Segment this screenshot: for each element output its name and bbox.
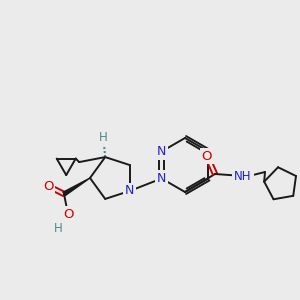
Text: NH: NH [234,169,252,182]
Text: N: N [125,184,134,197]
Text: N: N [157,172,166,185]
Polygon shape [63,178,90,196]
Text: H: H [99,130,108,144]
Text: H: H [54,221,62,235]
Text: N: N [157,145,166,158]
Text: O: O [63,208,73,220]
Text: O: O [43,179,53,193]
Text: O: O [202,149,212,163]
